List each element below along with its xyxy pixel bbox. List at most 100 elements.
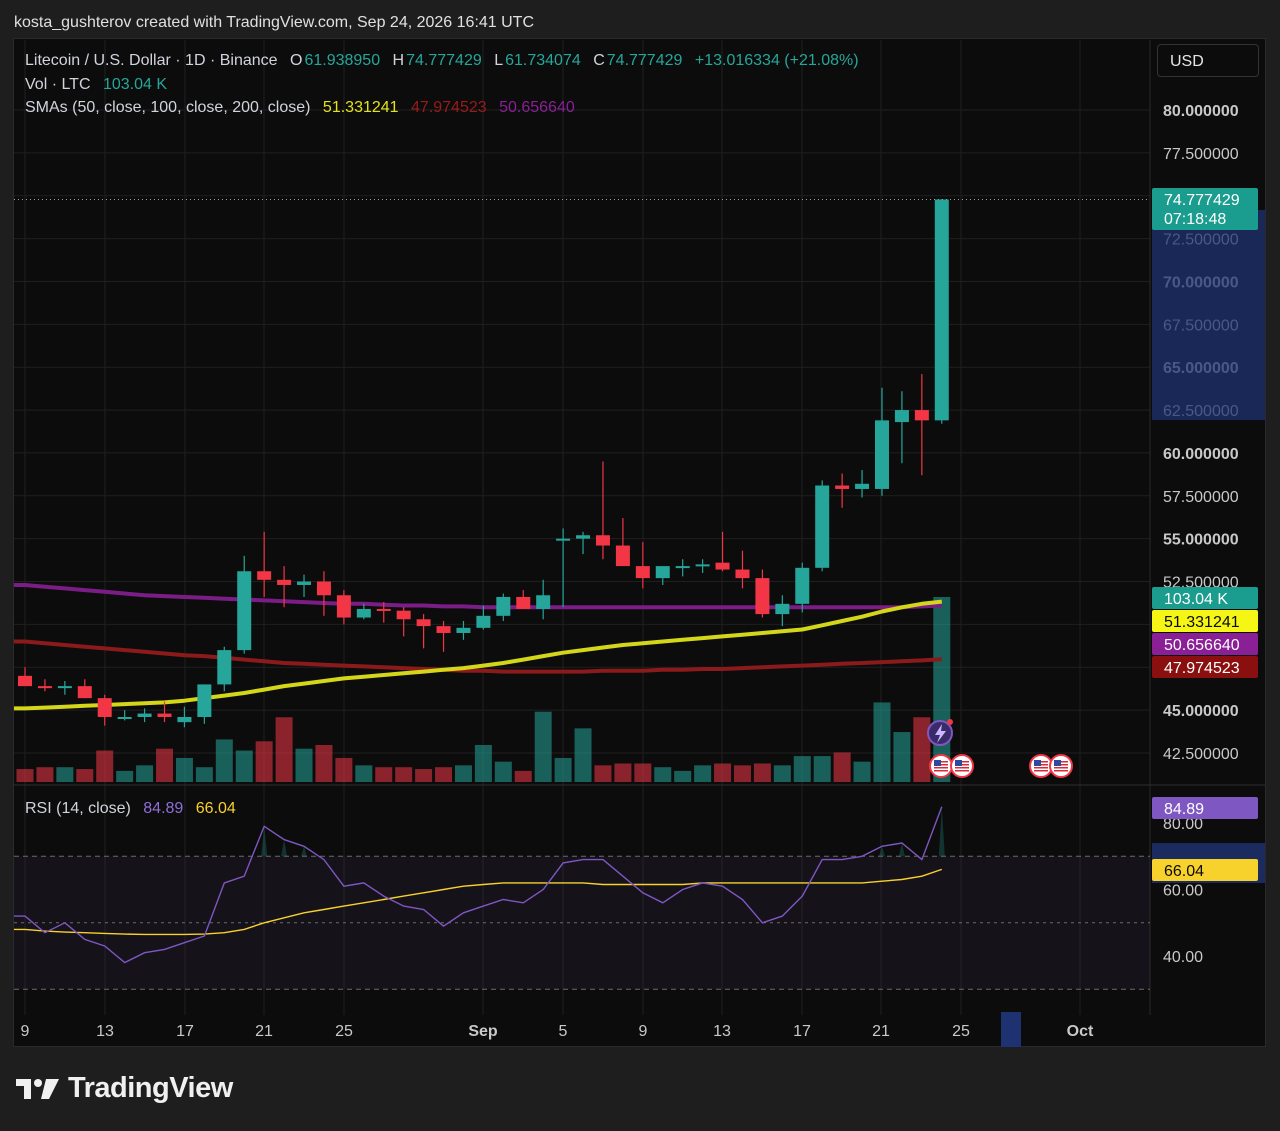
us-flag-canton [955,760,962,766]
candle-body [37,686,52,689]
candle-body [237,571,252,651]
legend-row-rsi: RSI (14, close) 84.89 66.04 [25,800,238,818]
chart-frame[interactable] [13,38,1266,1047]
volume-bar [714,763,732,782]
candle-body [615,545,630,567]
legend-high-value: 74.777429 [406,52,482,69]
candlesticks [14,199,1150,728]
time-tick-label: Oct [1067,1023,1094,1040]
rsi-tag-text: 84.89 [1164,801,1204,818]
us-flag-stripe [1054,767,1068,769]
price-tag-text: 74.777429 [1164,192,1240,209]
candle-body [456,627,471,633]
candle-body [795,567,810,604]
volume-bar [56,767,74,782]
candle-body [516,596,531,609]
volume-bar [136,765,154,782]
us-flag-canton [934,760,941,766]
candle-body [257,571,272,580]
volume-bar [534,711,552,782]
time-tick-label: 17 [176,1023,194,1040]
legend-sma-label[interactable]: SMAs (50, close, 100, close, 200, close) [25,99,311,116]
time-tick-label: 17 [793,1023,811,1040]
sma50-tag-text: 51.331241 [1164,614,1240,631]
candle-body [277,579,292,585]
candle-body [735,569,750,579]
candle-body [934,199,949,421]
volume-bar [255,741,273,782]
notification-dot [947,719,953,725]
time-tick-label: Sep [468,1023,498,1040]
volume-bar [614,763,632,782]
candle-body [217,650,232,685]
volume-bar [156,748,174,782]
us-flag-stripe [1034,770,1048,772]
candle-body [635,566,650,579]
volume-bar [96,750,114,782]
rsi-ma-tag-text: 66.04 [1164,863,1204,880]
sma100-tag-bg [1152,656,1258,678]
legend-open-value: 61.938950 [304,52,381,69]
legend-close-value: 74.777429 [606,52,683,69]
candle-body [835,485,850,489]
sma200-tag-bg [1152,633,1258,655]
volume-bar [494,761,512,782]
us-flag-stripe [934,770,948,772]
rsi-pane [14,806,1150,990]
price-tag-bg [1152,188,1258,230]
candle-body [316,581,331,596]
time-axis-highlight [1001,1012,1021,1047]
us-flag-stripe [955,767,969,769]
time-tick-label: 13 [713,1023,731,1040]
candle-body [436,626,451,633]
legend-close-label: C [593,52,605,69]
tradingview-wordmark: TradingView [68,1072,233,1104]
currency-selector[interactable]: USD [1157,44,1259,77]
tradingview-logo-icon [16,1078,59,1099]
volume-bar [375,767,393,782]
legend-row-sma: SMAs (50, close, 100, close, 200, close)… [25,99,577,117]
volume-bar [355,765,373,782]
candle-body [177,716,192,723]
rsi-line [14,806,943,964]
legend-symbol[interactable]: Litecoin / U.S. Dollar · 1D · Binance [25,52,278,69]
tradingview-logo[interactable]: TradingView [16,1072,233,1105]
sma200-tag-text: 50.656640 [1164,637,1240,654]
volume-bar [574,728,592,782]
price-tick-label: 57.500000 [1163,489,1239,506]
volume-tag-bg [1152,587,1258,609]
candle-body [356,608,371,618]
candle-body [755,578,770,615]
volume-bar [454,765,472,782]
us-flag-canton [1034,760,1041,766]
legend-rsi-label[interactable]: RSI (14, close) [25,800,131,817]
us-flag-stripe [955,770,969,772]
price-tick-label: 80.000000 [1163,103,1239,120]
sma50-tag-bg [1152,610,1258,632]
legend-low-value: 61.734074 [505,52,581,69]
candle-body [815,485,830,568]
legend-volume-label[interactable]: Vol · LTC [25,76,91,93]
volume-tag-text: 103.04 K [1164,591,1228,608]
candle-body [77,686,92,699]
volume-bar [215,739,233,782]
volume-bar [16,769,34,782]
legend-sma100-value: 47.974523 [411,99,487,116]
time-tick-label: 9 [639,1023,648,1040]
grid-lines [14,40,1265,1015]
volume-bar [793,756,811,782]
sma100-tag-text: 47.974523 [1164,660,1240,677]
rsi-tick-label: 80.00 [1163,816,1203,833]
volume-bar [833,752,851,782]
volume-bar [335,757,353,782]
candle-body [396,610,411,620]
candle-body [197,684,212,717]
volume-bar [554,757,572,782]
volume-bar [474,745,492,782]
candle-body [476,615,491,628]
volume-bar [415,769,433,782]
candle-body [18,675,32,687]
candle-body [496,596,511,616]
